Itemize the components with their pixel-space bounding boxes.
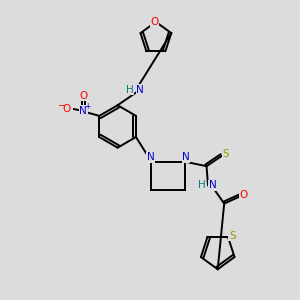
Text: +: + [84, 102, 91, 111]
Text: −: − [58, 100, 66, 110]
Text: H: H [198, 180, 206, 190]
Text: N: N [147, 152, 155, 162]
Text: N: N [208, 180, 216, 190]
Text: O: O [240, 190, 248, 200]
Text: O: O [80, 91, 88, 101]
Text: N: N [80, 106, 87, 116]
Text: O: O [62, 104, 70, 114]
Text: N: N [136, 85, 144, 94]
Text: N: N [182, 152, 190, 162]
Text: O: O [150, 17, 158, 27]
Text: H: H [125, 85, 133, 94]
Text: S: S [222, 149, 229, 159]
Text: S: S [229, 231, 236, 241]
